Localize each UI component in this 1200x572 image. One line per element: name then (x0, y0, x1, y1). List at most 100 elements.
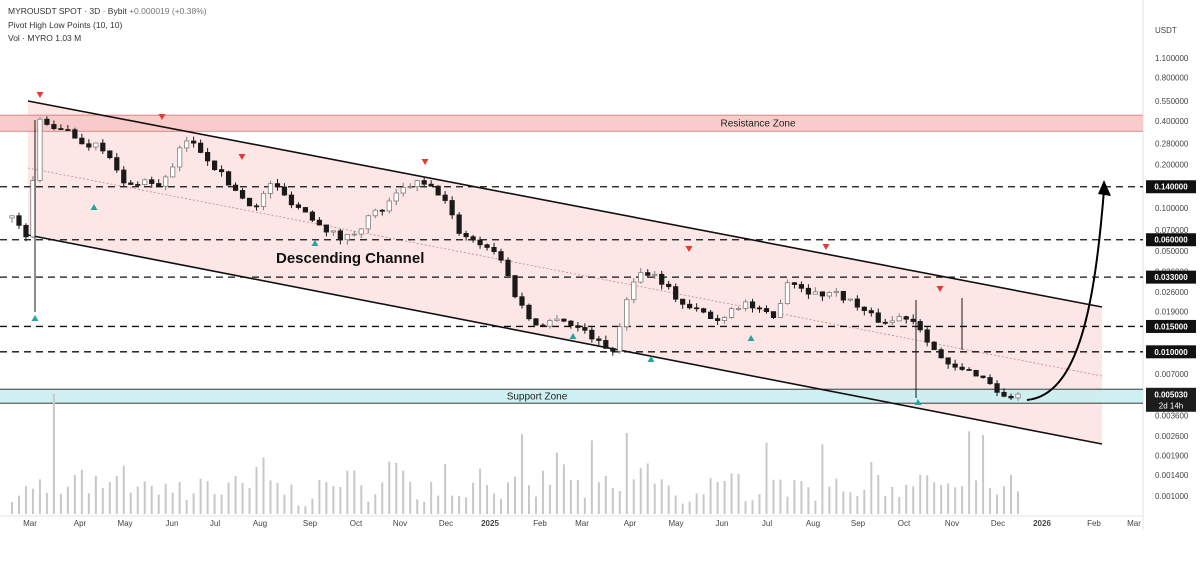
candle-body (9, 215, 15, 219)
candle-body (337, 230, 343, 241)
candle-body (191, 140, 197, 144)
candle-body (987, 377, 993, 385)
candle-body (414, 180, 420, 188)
candle-body (323, 224, 329, 233)
candle-body (791, 282, 798, 285)
pivot-high-marker (936, 286, 944, 292)
price-change: +0.000019 (+0.38%) (129, 6, 207, 16)
candle-body (435, 185, 441, 196)
candle-body (910, 318, 916, 322)
candle-body (30, 179, 36, 238)
pivot-high-marker (158, 114, 166, 120)
y-tick-label: 0.019000 (1155, 308, 1189, 317)
candle-body (833, 290, 839, 293)
channel-lower-line (27, 234, 1103, 445)
candle-body (847, 298, 853, 301)
candle-body (267, 183, 274, 194)
candle-body (198, 142, 204, 153)
candle-body (868, 310, 874, 314)
resistance-zone-label: Resistance Zone (720, 119, 795, 130)
x-tick-label: Apr (74, 519, 87, 528)
candle-body (51, 124, 57, 129)
x-tick-label: Aug (253, 519, 267, 528)
price-axis-panel (1143, 0, 1200, 572)
candle-body (1015, 393, 1021, 399)
candle-body (379, 209, 385, 212)
candle-body (393, 192, 399, 202)
candle-body (666, 283, 672, 288)
candle-body (274, 183, 281, 188)
x-tick-label: Mar (575, 519, 589, 528)
candle-body (582, 327, 588, 331)
channel-upper-line (27, 100, 1103, 308)
candle-body (100, 142, 106, 152)
candle-body (170, 166, 176, 178)
chart-symbol-line: MYROUSDT SPOT · 3D · Bybit +0.000019 (+0… (8, 6, 207, 16)
candle-body (163, 176, 169, 187)
candle-body (596, 338, 602, 341)
candle-body (687, 303, 693, 309)
candle-body (484, 244, 490, 248)
currency-label: USDT (1155, 26, 1177, 35)
candle-body (875, 312, 881, 323)
y-tick-label: 1.100000 (1155, 54, 1189, 63)
candle-body (149, 179, 155, 184)
candle-body (260, 193, 267, 207)
resistance-zone (0, 115, 1143, 132)
candle-body (316, 219, 322, 226)
x-tick-label: Nov (393, 519, 407, 528)
pivot-high-marker (421, 159, 429, 165)
candle-body (945, 357, 951, 365)
candle-body (463, 233, 469, 238)
candle-body (295, 204, 302, 208)
candle-body (135, 184, 141, 186)
candle-body (889, 320, 895, 324)
x-tick-label: Dec (439, 519, 453, 528)
x-tick-label: Sep (851, 519, 866, 528)
support-zone-label: Support Zone (507, 392, 568, 403)
candle-body (896, 316, 902, 322)
candle-body (225, 171, 232, 186)
candle-body (526, 304, 532, 320)
candle-body (854, 298, 860, 308)
current-price-box (1146, 387, 1196, 412)
candle-body (309, 211, 316, 221)
price-tag-box (1146, 270, 1196, 284)
candle-body (456, 214, 462, 234)
x-tick-label: Feb (1087, 519, 1101, 528)
y-tick-label: 0.200000 (1155, 160, 1189, 169)
x-tick-label: Aug (806, 519, 820, 528)
candle-body (344, 233, 350, 241)
candle-body (93, 142, 99, 148)
candle-body (121, 169, 127, 184)
candle-body (281, 186, 288, 196)
candle-body (477, 239, 483, 246)
candle-body (798, 284, 805, 289)
volume-legend: Vol · MYRO 1.03 M (8, 33, 82, 43)
candle-body (610, 347, 616, 352)
candle-body (973, 369, 979, 377)
candle-body (218, 169, 225, 173)
y-tick-label: 0.550000 (1155, 97, 1189, 106)
pivot-low-marker (90, 204, 98, 210)
pivot-high-marker (238, 154, 246, 160)
candle-body (631, 281, 637, 301)
candle-body (428, 183, 434, 187)
candle-body (407, 186, 413, 189)
candle-body (533, 318, 539, 326)
pivot-low-marker (311, 240, 319, 246)
candle-body (1008, 395, 1014, 399)
candle-body (938, 349, 944, 359)
x-tick-label: Dec (991, 519, 1005, 528)
candle-body (819, 291, 825, 297)
candle-body (253, 205, 260, 208)
price-tag-label: 0.010000 (1154, 348, 1188, 357)
candle-body (575, 325, 581, 328)
candle-body (156, 183, 162, 187)
candle-body (603, 340, 609, 349)
candle-body (882, 321, 888, 324)
price-tag-label: 0.015000 (1154, 322, 1188, 331)
candle-body (302, 207, 309, 213)
x-tick-label: Sep (303, 519, 318, 528)
